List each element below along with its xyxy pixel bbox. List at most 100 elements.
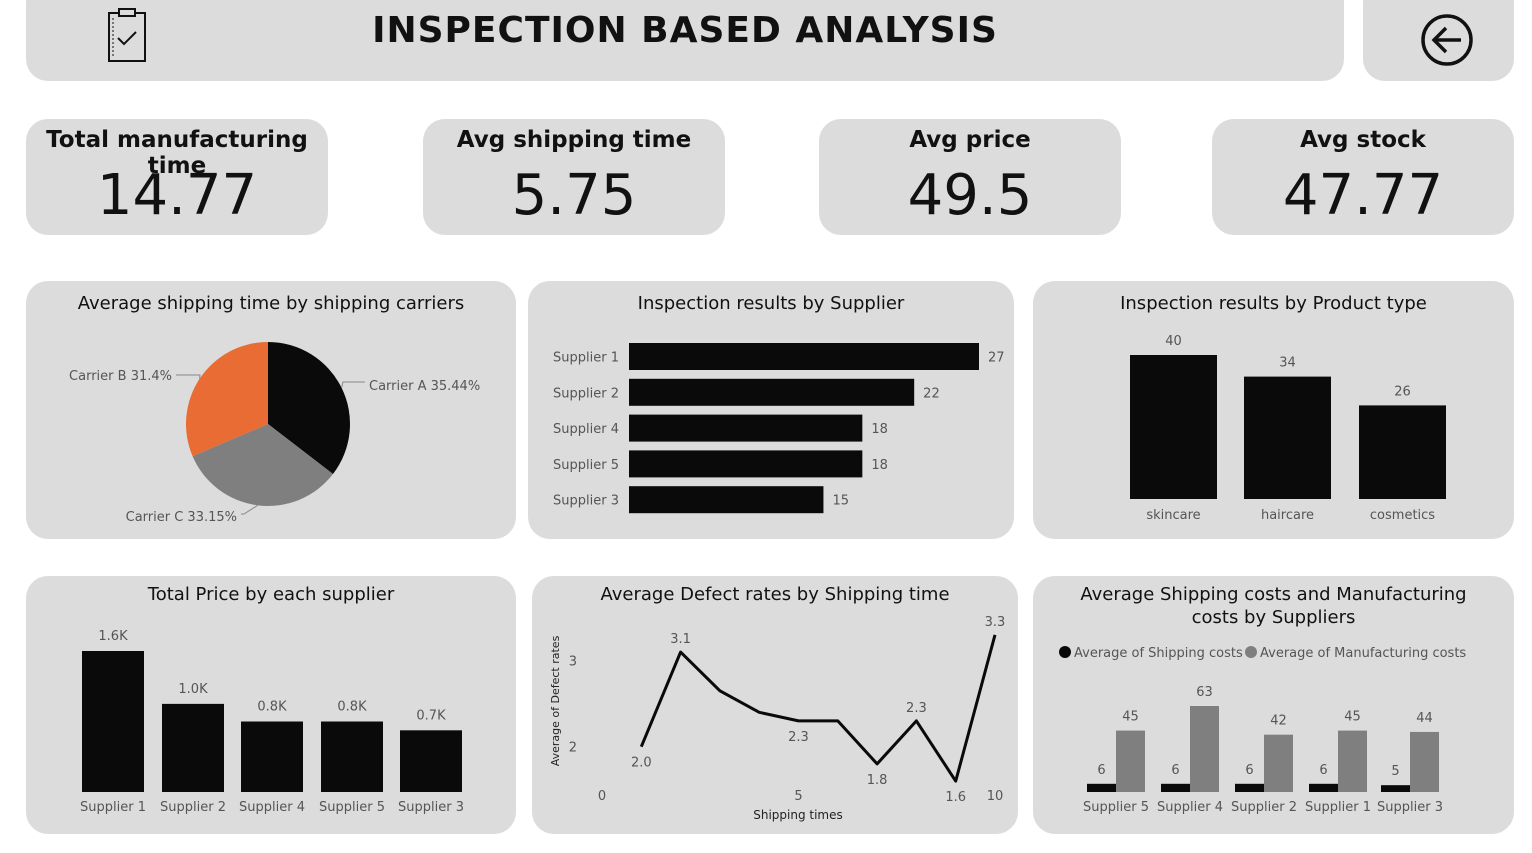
data-label: 45 — [1344, 710, 1361, 725]
data-label: 45 — [1122, 710, 1139, 725]
data-label: 26 — [1394, 384, 1411, 399]
x-tick-label: 5 — [794, 789, 802, 804]
category-label: Supplier 1 — [80, 800, 146, 815]
category-label: Supplier 4 — [1157, 800, 1223, 815]
page-title: INSPECTION BASED ANALYSIS — [372, 10, 998, 51]
chart-title: Average Defect rates by Shipping time — [600, 584, 950, 605]
kpi-card-avg-price: Avg price 49.5 — [819, 119, 1121, 235]
bar — [162, 703, 224, 792]
point-label: 2.3 — [788, 730, 809, 745]
costs-by-supplier-panel: Average Shipping costs and Manufacturing… — [1033, 576, 1514, 834]
pie-leader-line — [341, 381, 365, 388]
category-label: Supplier 4 — [553, 422, 619, 437]
kpi-label: Total manufacturing time — [46, 127, 308, 179]
chart-title: Average shipping time by shipping carrie… — [77, 293, 465, 314]
bar — [1264, 734, 1293, 792]
back-button[interactable] — [1363, 0, 1514, 81]
kpi-value: 5.75 — [511, 163, 637, 228]
category-label: Supplier 5 — [1083, 800, 1149, 815]
category-label: Supplier 3 — [553, 494, 619, 509]
bar — [1410, 731, 1439, 792]
data-label: 0.7K — [416, 708, 446, 723]
data-label: 42 — [1270, 714, 1287, 729]
category-label: Supplier 1 — [1305, 800, 1371, 815]
bar — [629, 486, 824, 514]
data-label: 1.0K — [178, 682, 208, 697]
category-label: Supplier 5 — [553, 458, 619, 473]
kpi-value: 47.77 — [1282, 163, 1444, 228]
category-label: haircare — [1261, 508, 1314, 523]
point-label: 3.3 — [985, 615, 1006, 630]
series-line — [639, 634, 997, 783]
category-label: Supplier 2 — [1231, 800, 1297, 815]
pie-slice — [185, 342, 268, 457]
point-label: 2.3 — [906, 701, 927, 716]
line-chart: 0 5 10 2 3 Shipping times Average of Defect ra… — [549, 615, 1006, 822]
pie-leader-line — [241, 504, 258, 515]
pie-label: Carrier C 33.15% — [126, 510, 237, 525]
bar — [1309, 783, 1338, 792]
data-label: 5 — [1391, 764, 1399, 779]
inspection-product-panel: Inspection results by Product type 40 ski… — [1033, 281, 1514, 539]
category-label: cosmetics — [1370, 508, 1435, 523]
y-tick-label: 3 — [569, 655, 577, 670]
point-label: 1.8 — [867, 773, 888, 788]
header-banner: INSPECTION BASED ANALYSIS — [26, 0, 1344, 81]
bar — [1087, 783, 1116, 792]
chart-title: Total Price by each supplier — [147, 584, 395, 605]
kpi-label: Avg stock — [1300, 127, 1426, 153]
point-label: 3.1 — [670, 632, 691, 647]
chart-title: Inspection results by Supplier — [637, 293, 905, 314]
data-label: 0.8K — [337, 700, 367, 715]
category-label: skincare — [1146, 508, 1200, 523]
category-label: Supplier 4 — [239, 800, 305, 815]
category-label: Supplier 5 — [319, 800, 385, 815]
bar — [1381, 785, 1410, 792]
data-label: 0.8K — [257, 700, 287, 715]
defect-rate-panel: Average Defect rates by Shipping time 0 5… — [532, 576, 1018, 834]
bar — [1359, 405, 1446, 499]
total-price-panel: Total Price by each supplier 1.6K Supplie… — [26, 576, 516, 834]
data-label: 15 — [832, 494, 849, 509]
x-tick-label: 0 — [598, 789, 606, 804]
legend-label: Average of Shipping costs — [1074, 646, 1243, 661]
data-label: 40 — [1165, 334, 1182, 349]
inspection-supplier-panel: Inspection results by Supplier Supplier … — [528, 281, 1014, 539]
bar — [82, 651, 144, 792]
bar — [629, 450, 863, 478]
x-tick-label: 10 — [987, 789, 1004, 804]
clipboard-check-icon — [108, 8, 146, 62]
data-label: 18 — [871, 458, 888, 473]
data-label: 27 — [988, 351, 1005, 366]
y-tick-label: 2 — [569, 741, 577, 756]
shipping-carrier-pie-panel: Average shipping time by shipping carrie… — [26, 281, 516, 539]
data-label: 6 — [1171, 763, 1179, 778]
data-label: 22 — [923, 386, 940, 401]
back-arrow-icon — [1421, 14, 1473, 66]
chart-title: Inspection results by Product type — [1120, 293, 1427, 314]
grouped-bar-chart: Average of Shipping costs Average of Manu… — [1059, 646, 1466, 815]
chart-title-line-1: Average Shipping costs and Manufacturing — [1080, 584, 1467, 605]
bar — [1244, 376, 1331, 499]
bar — [1190, 706, 1219, 792]
kpi-label: Avg price — [909, 127, 1031, 153]
bar — [1338, 730, 1367, 792]
data-label: 63 — [1196, 685, 1213, 700]
pie-label: Carrier B 31.4% — [69, 369, 172, 384]
bar — [1130, 355, 1217, 499]
legend-marker — [1059, 646, 1071, 658]
category-label: Supplier 1 — [553, 351, 619, 366]
chart-title-line-2: costs by Suppliers — [1191, 607, 1356, 628]
x-axis-title: Shipping times — [753, 808, 843, 822]
data-label: 6 — [1097, 763, 1105, 778]
bar — [321, 721, 383, 792]
bar — [400, 730, 462, 792]
bar — [629, 414, 863, 442]
point-label: 2.0 — [631, 756, 652, 771]
product-bar-chart: 40 skincare 34 haircare 26 cosmetics — [1130, 334, 1446, 523]
horizontal-bar-chart: Supplier 1 27 Supplier 2 22 Supplier 4 18 Supp… — [553, 343, 1005, 514]
data-label: 44 — [1416, 711, 1433, 726]
category-label: Supplier 3 — [1377, 800, 1443, 815]
kpi-value: 14.77 — [96, 163, 258, 228]
category-label: Supplier 2 — [553, 386, 619, 401]
